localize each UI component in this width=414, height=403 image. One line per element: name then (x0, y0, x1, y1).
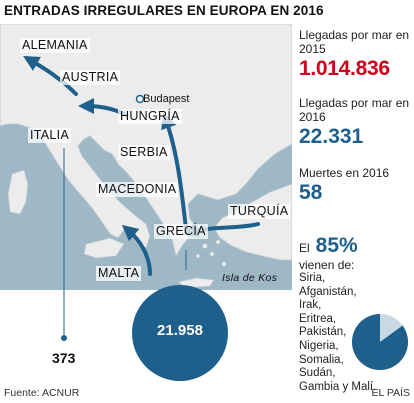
label-serbia: SERBIA (118, 145, 170, 160)
label-grecia: GRECIA (154, 224, 208, 239)
stat-deaths: Muertes en 2016 58 (299, 166, 412, 206)
greece-value: 21.958 (157, 322, 203, 339)
land-sardinia (7, 169, 29, 215)
arrivals-2015-label: Llegadas por mar en 2015 (299, 28, 410, 56)
deaths-label: Muertes en 2016 (299, 166, 390, 180)
origin-countries: Siria, Afganistán, Irak, Eritrea, Pakist… (299, 272, 412, 394)
chart-title: ENTRADAS IRREGULARES EN EUROPA EN 2016 (4, 3, 324, 18)
route-greece-hungary (161, 112, 188, 231)
stat-arrivals-2016: Llegadas por mar en 2016 22.331 (299, 96, 412, 150)
label-isla-kos: Isla de Kos (222, 272, 278, 284)
label-budapest: Budapest (143, 93, 190, 105)
share-prefix: El (299, 241, 310, 255)
stat-origin: El 85% vienen de: Siria, Afganistán, Irak… (299, 234, 412, 394)
route-libya-italy (121, 224, 152, 276)
country-item: Sudán, (299, 367, 336, 380)
stat-arrivals-2015: Llegadas por mar en 2015 1.014.836 (299, 28, 412, 82)
label-hungria: HUNGRÍA (118, 109, 182, 124)
label-malta: MALTA (96, 266, 142, 281)
publisher: EL PAÍS (371, 387, 410, 399)
country-item: Afganistán, (299, 285, 357, 298)
route-austria-germany (23, 56, 78, 96)
greece-value-circle (132, 285, 228, 381)
greek-islands (195, 239, 227, 267)
arrivals-2016-label: Llegadas por mar en 2016 (299, 96, 410, 124)
label-macedonia: MACEDONIA (96, 182, 179, 197)
budapest-marker (135, 94, 145, 104)
label-austria: AUSTRIA (60, 70, 121, 85)
country-item: Pakistán, (299, 326, 347, 339)
deaths-value: 58 (299, 181, 323, 204)
country-item: Somalia, (299, 353, 344, 366)
italy-connector (61, 148, 67, 341)
share-text: vienen de: (299, 258, 355, 272)
label-alemania: ALEMANIA (20, 38, 90, 53)
country-item: Eritrea, (299, 312, 337, 325)
share-value: 85% (315, 234, 358, 257)
country-item: Irak, (299, 299, 322, 312)
label-turquia: TURQUÍA (228, 204, 291, 219)
arrivals-2015-value: 1.014.836 (299, 57, 390, 80)
land-sicily (83, 237, 125, 259)
origin-pie (352, 314, 408, 370)
country-item: Siria, (299, 272, 326, 284)
pie-main-slice (352, 314, 408, 370)
arrivals-2016-value: 22.331 (299, 125, 364, 148)
land-turkey (213, 183, 292, 261)
source-note: Fuente: ACNUR (4, 387, 80, 399)
italy-value: 373 (52, 350, 76, 366)
country-item: Nigeria, (299, 339, 339, 352)
label-italia: ITALIA (28, 128, 72, 143)
country-item: Gambia y Malí. (299, 380, 377, 393)
